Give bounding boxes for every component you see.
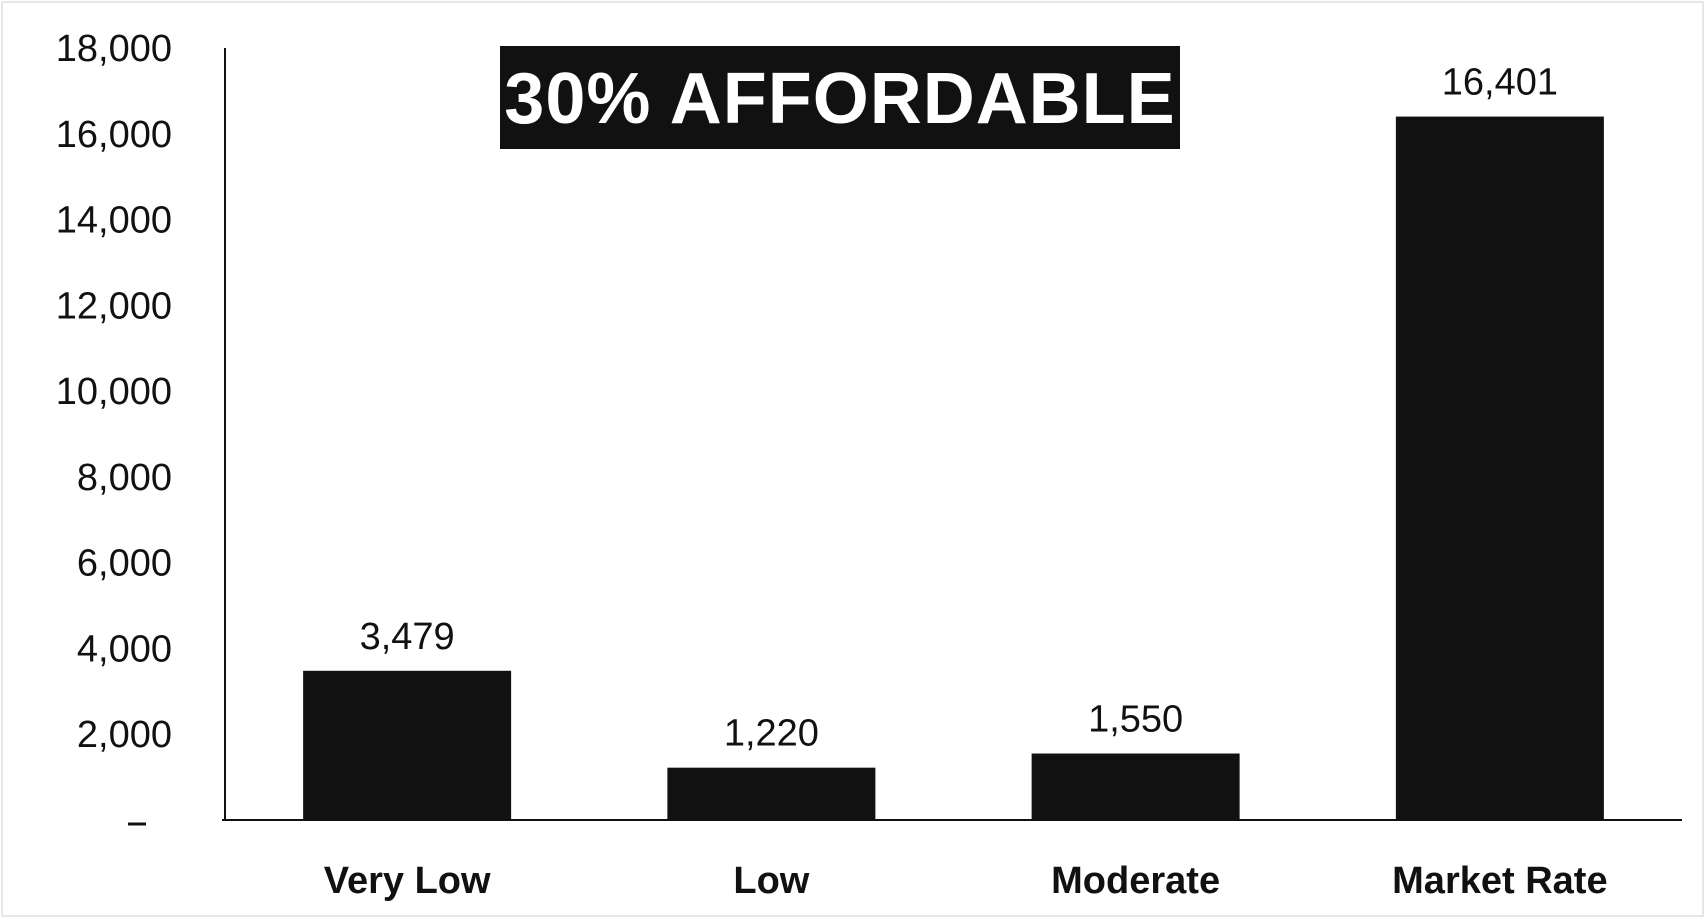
- bars: [303, 116, 1604, 820]
- y-tick-label: 2,000: [77, 714, 172, 756]
- y-tick-label: 8,000: [77, 457, 172, 499]
- y-axis-ticks: 2,000 4,000 6,000 8,000 10,000 12,000 14,000 16…: [56, 28, 172, 826]
- bar: [667, 767, 876, 820]
- y-tick-label: 4,000: [77, 628, 172, 670]
- bar: [1395, 116, 1604, 820]
- category-label: Very Low: [324, 860, 491, 902]
- y-tick-label: 12,000: [56, 285, 172, 327]
- title-box: 30% AFFORDABLE: [500, 46, 1180, 149]
- data-label: 1,220: [724, 713, 819, 755]
- y-tick-label: 14,000: [56, 200, 172, 242]
- chart-title: 30% AFFORDABLE: [504, 59, 1175, 139]
- y-tick-label: 10,000: [56, 371, 172, 413]
- y-tick-label: 18,000: [56, 28, 172, 70]
- y-tick-label: 16,000: [56, 114, 172, 156]
- category-label: Market Rate: [1392, 860, 1607, 902]
- title-background: [500, 46, 1180, 149]
- category-label: Moderate: [1051, 860, 1220, 902]
- bar: [303, 670, 512, 820]
- x-axis-categories: Very Low Low Moderate Market Rate: [324, 860, 1608, 902]
- bar: [1031, 753, 1240, 820]
- data-label: 16,401: [1442, 62, 1558, 104]
- data-label: 3,479: [360, 616, 455, 658]
- data-label: 1,550: [1088, 699, 1183, 741]
- category-label: Low: [733, 860, 809, 902]
- data-labels: 3,479 1,220 1,550 16,401: [360, 62, 1558, 755]
- y-tick-label: 6,000: [77, 543, 172, 585]
